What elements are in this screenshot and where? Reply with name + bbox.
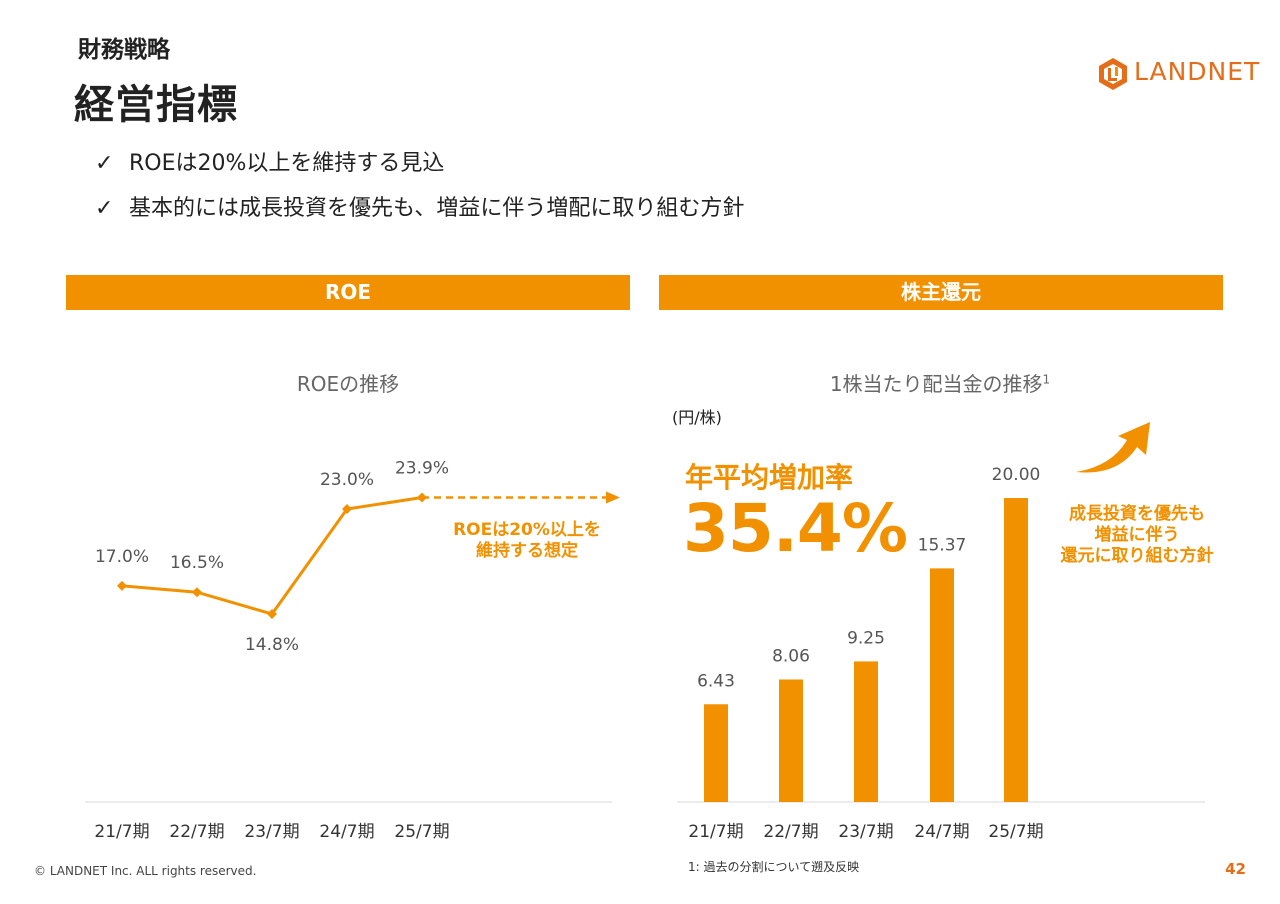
brand-logo: LANDNET xyxy=(1096,55,1259,91)
copyright: © LANDNET Inc. ALL rights reserved. xyxy=(34,864,257,878)
roe-line-chart: 17.0% 21/7期 16.5% 22/7期 14.8% 23/7期 23.0% 24/7期… xyxy=(85,459,620,842)
roe-chart-title: ROEの推移 xyxy=(296,372,400,396)
footnote: 1: 過去の分割について遡及反映 xyxy=(688,860,860,874)
unit-label: (円/株) xyxy=(672,408,722,427)
dividend-policy-note: 成長投資を優先も 増益に伴う 還元に取り組む方針 xyxy=(1046,504,1228,567)
roe-data-point xyxy=(342,504,352,515)
check-icon: ✓ xyxy=(95,151,114,176)
note-line: 還元に取り組む方針 xyxy=(1060,546,1214,566)
dividend-bar xyxy=(779,679,803,802)
dividend-data-label: 15.37 xyxy=(918,535,967,555)
roe-x-tick-label: 24/7期 xyxy=(319,822,374,842)
note-line: ROEは20%以上を xyxy=(453,520,601,540)
dividend-x-tick-label: 21/7期 xyxy=(688,822,743,842)
section-label: 財務戦略 xyxy=(78,37,170,63)
growth-arrow-icon xyxy=(1076,422,1150,473)
note-line: 成長投資を優先も xyxy=(1069,504,1205,524)
shareholder-return-band: 株主還元 xyxy=(659,275,1223,310)
note-line: 増益に伴う xyxy=(1094,525,1180,545)
dividend-bar xyxy=(854,661,878,802)
dividend-chart-title-text: 1株当たり配当金の推移 xyxy=(829,372,1043,396)
page-title: 経営指標 xyxy=(74,82,238,128)
note-line: 維持する想定 xyxy=(476,541,578,561)
dividend-data-label: 9.25 xyxy=(847,628,885,648)
roe-x-tick-label: 22/7期 xyxy=(169,822,224,842)
roe-data-point xyxy=(417,492,427,503)
cagr-value: 35.4% xyxy=(683,490,908,567)
dividend-bar xyxy=(930,568,954,802)
roe-x-tick-label: 23/7期 xyxy=(244,822,299,842)
dividend-chart-title: 1株当たり配当金の推移1 xyxy=(780,368,1100,397)
roe-data-label: 23.0% xyxy=(320,470,374,490)
dividend-data-label: 20.00 xyxy=(992,465,1041,485)
roe-data-point xyxy=(192,587,202,598)
roe-data-label: 23.9% xyxy=(395,459,449,479)
dividend-x-tick-label: 24/7期 xyxy=(914,822,969,842)
bullet-text: 基本的には成長投資を優先も、増益に伴う増配に取り組む方針 xyxy=(129,196,745,221)
logo-mark-icon xyxy=(1099,58,1127,90)
roe-data-label: 16.5% xyxy=(170,553,224,573)
dividend-x-tick-label: 23/7期 xyxy=(838,822,893,842)
dividend-data-label: 6.43 xyxy=(697,671,735,691)
roe-data-label: 17.0% xyxy=(95,547,149,567)
logo-text: LANDNET xyxy=(1134,57,1261,86)
bullet-text: ROEは20%以上を維持する見込 xyxy=(129,151,445,176)
cagr-label: 年平均増加率 xyxy=(685,461,854,494)
roe-band: ROE xyxy=(66,275,630,310)
roe-data-label: 14.8% xyxy=(245,635,299,655)
roe-x-tick-label: 21/7期 xyxy=(94,822,149,842)
projection-arrowhead-icon xyxy=(606,491,620,504)
bullet-item: ✓ ROEは20%以上を維持する見込 xyxy=(95,145,444,177)
dividend-bar xyxy=(704,704,728,802)
roe-series-line xyxy=(121,496,423,616)
bullet-item: ✓ 基本的には成長投資を優先も、増益に伴う増配に取り組む方針 xyxy=(95,190,744,222)
dividend-x-tick-label: 25/7期 xyxy=(988,822,1043,842)
footnote-marker: 1 xyxy=(1042,372,1051,387)
roe-target-note: ROEは20%以上を 維持する想定 xyxy=(436,520,618,562)
roe-x-tick-label: 25/7期 xyxy=(394,822,449,842)
dividend-x-tick-label: 22/7期 xyxy=(763,822,818,842)
dividend-bar-chart: 6.43 21/7期 8.06 22/7期 9.25 23/7期 15.37 24/7期 20.… xyxy=(677,465,1205,842)
roe-data-point xyxy=(117,580,127,591)
dividend-data-label: 8.06 xyxy=(772,646,810,666)
roe-data-point xyxy=(267,609,277,619)
dividend-bar xyxy=(1004,498,1028,802)
check-icon: ✓ xyxy=(95,196,114,221)
page-number: 42 xyxy=(1225,860,1246,878)
